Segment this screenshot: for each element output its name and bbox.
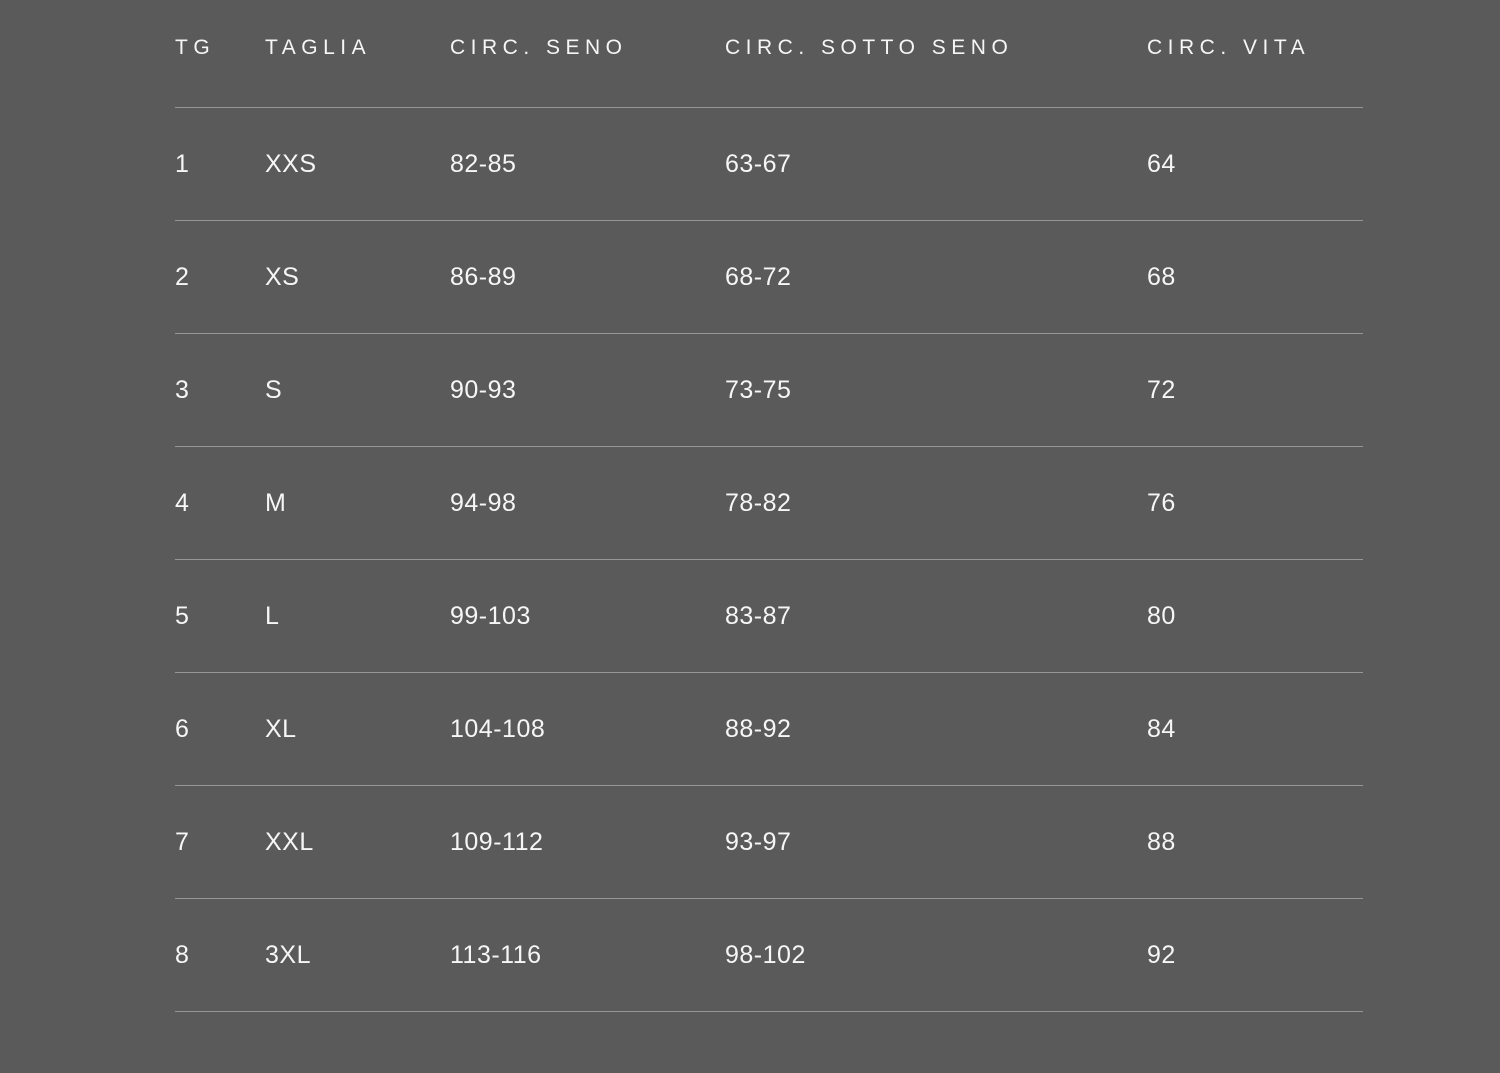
- table-cell: 84: [1147, 672, 1363, 786]
- table-cell: 80: [1147, 559, 1363, 673]
- table-cell: XL: [265, 672, 450, 786]
- table-row: 3 S 90-93 73-75 72: [175, 333, 1363, 447]
- column-header: TAGLIA: [265, 0, 450, 108]
- table-cell: 93-97: [725, 785, 1147, 899]
- table-cell: XXL: [265, 785, 450, 899]
- table-cell: 3XL: [265, 898, 450, 1012]
- table-cell: 99-103: [450, 559, 725, 673]
- table-cell: 68-72: [725, 220, 1147, 334]
- table-row: 6 XL 104-108 88-92 84: [175, 672, 1363, 786]
- table-cell: 1: [175, 107, 265, 221]
- table-cell: 92: [1147, 898, 1363, 1012]
- table-cell: 7: [175, 785, 265, 899]
- table-cell: 68: [1147, 220, 1363, 334]
- table-cell: XS: [265, 220, 450, 334]
- table-cell: 2: [175, 220, 265, 334]
- table-cell: 113-116: [450, 898, 725, 1012]
- table-row: 7 XXL 109-112 93-97 88: [175, 785, 1363, 899]
- table-row: 4 M 94-98 78-82 76: [175, 446, 1363, 560]
- table-cell: 64: [1147, 107, 1363, 221]
- table-cell: 88-92: [725, 672, 1147, 786]
- table-cell: XXS: [265, 107, 450, 221]
- table-row: 1 XXS 82-85 63-67 64: [175, 107, 1363, 221]
- table-cell: S: [265, 333, 450, 447]
- table-cell: 73-75: [725, 333, 1147, 447]
- table-cell: 3: [175, 333, 265, 447]
- table-body: 1 XXS 82-85 63-67 64 2 XS 86-89 68-72 68 3 S 90-93 73…: [175, 107, 1363, 1012]
- table-cell: 72: [1147, 333, 1363, 447]
- column-header: CIRC. SOTTO SENO: [725, 0, 1147, 108]
- table-cell: 8: [175, 898, 265, 1012]
- column-header: TG: [175, 0, 265, 108]
- table-cell: 90-93: [450, 333, 725, 447]
- table-row: 8 3XL 113-116 98-102 92: [175, 898, 1363, 1012]
- table-cell: 94-98: [450, 446, 725, 560]
- table-cell: 109-112: [450, 785, 725, 899]
- table-cell: M: [265, 446, 450, 560]
- table-cell: 86-89: [450, 220, 725, 334]
- table-cell: 83-87: [725, 559, 1147, 673]
- size-table: TG TAGLIA CIRC. SENO CIRC. SOTTO SENO CIRC. …: [175, 0, 1363, 1012]
- table-header-row: TG TAGLIA CIRC. SENO CIRC. SOTTO SENO CIRC. …: [175, 0, 1363, 108]
- table-cell: 5: [175, 559, 265, 673]
- column-header: CIRC. VITA: [1147, 0, 1363, 108]
- size-chart-table: TG TAGLIA CIRC. SENO CIRC. SOTTO SENO CIRC. …: [175, 0, 1363, 1012]
- table-cell: 82-85: [450, 107, 725, 221]
- column-header: CIRC. SENO: [450, 0, 725, 108]
- table-cell: 98-102: [725, 898, 1147, 1012]
- table-row: 2 XS 86-89 68-72 68: [175, 220, 1363, 334]
- table-cell: 104-108: [450, 672, 725, 786]
- table-cell: 88: [1147, 785, 1363, 899]
- table-cell: 6: [175, 672, 265, 786]
- table-row: 5 L 99-103 83-87 80: [175, 559, 1363, 673]
- table-cell: 78-82: [725, 446, 1147, 560]
- table-cell: L: [265, 559, 450, 673]
- table-cell: 63-67: [725, 107, 1147, 221]
- table-cell: 76: [1147, 446, 1363, 560]
- table-cell: 4: [175, 446, 265, 560]
